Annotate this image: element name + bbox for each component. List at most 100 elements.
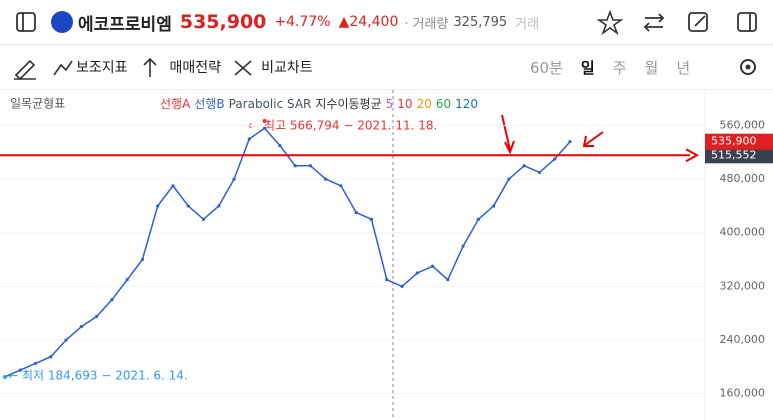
price-tag	[705, 133, 773, 150]
price-point	[293, 164, 297, 168]
stock-name[interactable]: 에코프로비엠	[78, 14, 172, 35]
annotation: 최저 184,693 − 2021. 6. 14.	[22, 369, 188, 383]
legend-entry: 60	[436, 97, 451, 111]
price-point	[217, 204, 221, 208]
price-point	[461, 244, 465, 248]
h-line-label: 515,552	[711, 148, 757, 161]
tool[interactable]: 비교차트	[261, 60, 313, 76]
tool[interactable]: 보조지표	[76, 60, 128, 76]
price-point	[553, 157, 557, 161]
price-point	[385, 278, 389, 282]
price-point	[537, 170, 542, 175]
draw-icon[interactable]	[0, 45, 50, 89]
legend-entry: 선행B	[194, 96, 224, 111]
price-point	[354, 211, 358, 215]
swap[interactable]	[643, 13, 665, 32]
legend-entry: 20	[417, 97, 432, 111]
price-point	[446, 278, 450, 282]
price: 535,900	[179, 11, 267, 33]
edit[interactable]	[688, 12, 708, 32]
price-point	[247, 137, 251, 141]
toolbar: 보조지표 매매전략 비교차트 60분 일 주 월 년	[0, 45, 773, 90]
annotation-point	[262, 118, 267, 123]
strategy-icon	[142, 57, 157, 77]
arrow	[584, 131, 604, 146]
price-point	[430, 264, 435, 268]
annotation-point	[3, 375, 7, 380]
arrow	[501, 114, 511, 151]
logo	[51, 11, 73, 33]
price-point	[476, 217, 480, 221]
price-point	[278, 144, 282, 148]
header-icons	[596, 9, 757, 36]
period[interactable]: 년	[676, 58, 691, 77]
price-point	[400, 284, 404, 288]
period[interactable]: 60분	[530, 58, 563, 77]
star[interactable]	[596, 9, 624, 36]
legend-entry: 지수이동평균	[315, 97, 381, 111]
price-point	[171, 184, 175, 188]
price-point	[369, 217, 374, 221]
legend-entry: 5	[386, 97, 394, 111]
legend-entry: Parabolic SAR	[229, 97, 312, 111]
y-tick-label: 320,000	[720, 279, 766, 292]
y-tick-label: 560,000	[720, 119, 766, 132]
periods: 60분 일 주 월 년	[530, 57, 690, 78]
chart: 일목균형표 ← ← 선행A 선행B Parabolic SAR 지수이동평균 5 10 20…	[0, 90, 773, 420]
price-tag-label: 535,900	[711, 135, 757, 148]
arrow-head	[582, 135, 594, 147]
indicator-name: 일목균형표	[10, 97, 65, 111]
price-point	[262, 126, 267, 130]
price-point	[125, 278, 129, 282]
y-tick-label: 400,000	[720, 226, 766, 239]
legend-entry: 10	[397, 97, 412, 111]
price-point	[232, 177, 236, 181]
price-point	[95, 314, 99, 319]
h-line-head	[685, 148, 700, 163]
price-point	[308, 164, 313, 168]
volume-label: 거래량	[400, 13, 449, 32]
legend: 선행A 선행B Parabolic SAR 지수이동평균 5 10 20 60 120	[160, 96, 478, 111]
price-point	[339, 184, 343, 188]
price-point	[201, 217, 206, 221]
indicator-icon	[53, 60, 73, 76]
sidebar-icon[interactable]	[0, 0, 50, 44]
y-tick-label: 240,000	[720, 333, 766, 346]
price-point	[324, 177, 328, 181]
volume: 325,795	[453, 14, 508, 30]
price-point	[568, 140, 572, 144]
y-tick-label: 160,000	[720, 387, 766, 400]
price-point	[522, 164, 526, 168]
price-point	[49, 355, 53, 359]
compare-icon	[234, 60, 252, 76]
price-point	[79, 324, 83, 329]
header: 에코프로비엠 535,900 +4.77% ▲24,400 거래량 325,79…	[0, 0, 773, 45]
price-point	[140, 257, 145, 262]
low-arrow: ←	[8, 369, 18, 383]
h-line-tag	[705, 147, 773, 164]
panel[interactable]	[737, 12, 757, 32]
legend-entry: 120	[455, 97, 478, 111]
price-point	[492, 204, 496, 208]
tool[interactable]: 매매전략	[169, 60, 222, 76]
period[interactable]: 일	[580, 58, 595, 77]
price-point	[186, 204, 190, 208]
price-point	[156, 204, 160, 208]
annotation: 최고 566,794 − 2021. 11. 18.	[264, 119, 437, 133]
legend-entry: 선행A	[160, 96, 191, 111]
y-tick-label: 480,000	[720, 172, 766, 185]
change-pct: +4.77%	[274, 14, 331, 30]
settings[interactable]	[735, 45, 765, 89]
price-point	[415, 271, 419, 275]
arrow-head	[504, 140, 515, 155]
price-point	[507, 177, 511, 181]
change: ▲24,400	[338, 14, 399, 30]
price-point	[110, 298, 114, 302]
price-point	[18, 368, 22, 372]
truncated: 거래	[515, 16, 540, 32]
period[interactable]: 주	[612, 58, 627, 77]
price-point	[64, 338, 68, 342]
period[interactable]: 월	[644, 58, 659, 77]
price-point	[33, 361, 38, 366]
